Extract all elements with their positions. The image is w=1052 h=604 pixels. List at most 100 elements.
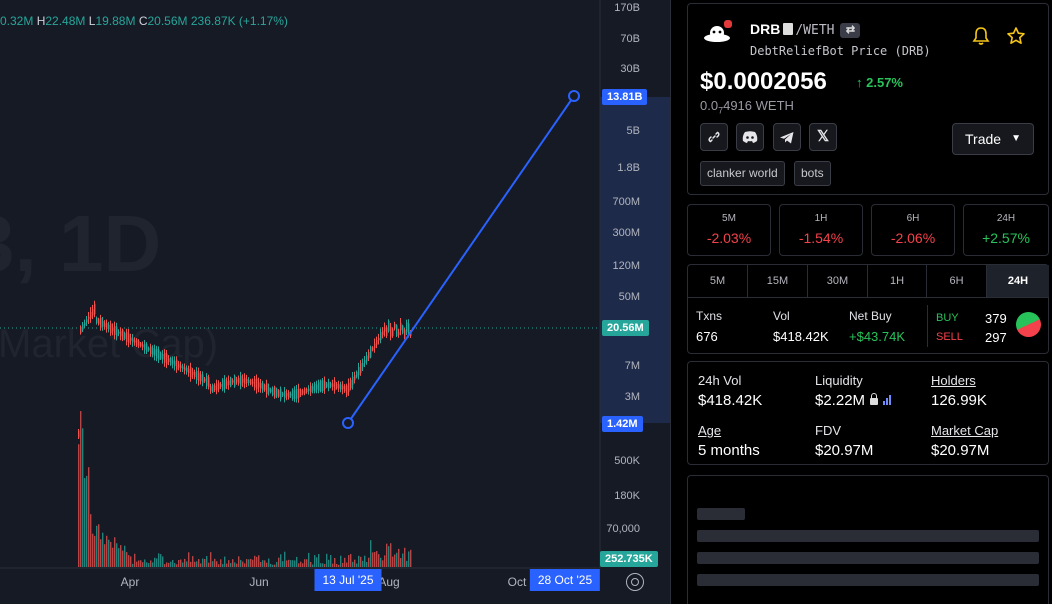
ohlc-change: 236.87K (+1.17%)	[190, 14, 288, 28]
sell-label: SELL	[936, 331, 963, 343]
candle-body	[232, 380, 234, 383]
tab-24h[interactable]: 24H	[987, 265, 1049, 298]
bell-icon[interactable]	[971, 26, 991, 46]
token-info-card: DRB/WETH ⇄ DebtReliefBot Price (DRB) $0.0…	[687, 3, 1049, 195]
volume-bar	[354, 559, 356, 567]
candle-body	[148, 347, 150, 351]
candle-body	[256, 378, 258, 390]
tab-15m[interactable]: 15M	[748, 265, 808, 298]
buy-value: 379	[985, 311, 1007, 326]
candle-body	[134, 340, 136, 343]
discord-icon[interactable]	[736, 123, 764, 151]
tab-6h[interactable]: 6H	[927, 265, 987, 298]
candle-body	[402, 325, 404, 334]
tag-chip[interactable]: clanker world	[700, 161, 785, 186]
volume-bar	[188, 552, 190, 567]
candle-body	[320, 380, 322, 392]
volume-bar	[352, 561, 354, 567]
candle-body	[78, 430, 80, 438]
candle-body	[222, 379, 224, 390]
volume-bar	[208, 562, 210, 567]
candle-body	[340, 384, 342, 390]
link-icon[interactable]	[700, 123, 728, 151]
candle-body	[112, 327, 114, 332]
swap-icon[interactable]: ⇄	[840, 23, 861, 38]
candle-body	[184, 367, 186, 371]
candle-body	[214, 385, 216, 391]
telegram-icon[interactable]	[773, 123, 801, 151]
candle-body	[94, 303, 96, 315]
volume-bar	[140, 560, 142, 567]
candle-body	[330, 383, 332, 387]
volume-bar	[212, 561, 214, 567]
volume-bar	[158, 553, 160, 567]
tab-5m[interactable]: 5M	[688, 265, 748, 298]
volume-bar	[288, 559, 290, 567]
price-axis-label: 3M	[624, 391, 640, 403]
volume-bar	[294, 560, 296, 567]
volume-bar	[372, 552, 374, 567]
candle-body	[146, 344, 148, 352]
timeframe-change-5m[interactable]: 5M -2.03%	[687, 204, 771, 256]
volume-series	[78, 411, 412, 567]
timeframe-change-6h[interactable]: 6H -2.06%	[871, 204, 955, 256]
timeframe-change-1h[interactable]: 1H -1.54%	[779, 204, 863, 256]
candle-body	[176, 359, 178, 370]
candle-body	[264, 385, 266, 391]
trend-line-end-handle[interactable]	[568, 90, 580, 102]
volume-bar	[326, 553, 328, 567]
volume-bar	[202, 558, 204, 567]
price-chart[interactable]: 3, 1D Market Cap) 0.32M H22.48M L19.88M …	[0, 0, 671, 604]
volume-bar	[160, 554, 162, 567]
volume-bar	[360, 556, 362, 567]
price-axis-label: 500K	[614, 455, 640, 467]
candle-body	[400, 322, 402, 331]
star-icon[interactable]	[1006, 26, 1026, 46]
token-pair: DRB/WETH ⇄	[750, 21, 861, 38]
volume-bar	[78, 444, 80, 567]
volume-bar	[338, 564, 340, 567]
chart-canvas[interactable]	[0, 0, 671, 604]
chart-settings-icon[interactable]	[626, 573, 644, 591]
candle-body	[354, 375, 356, 381]
liquidity-value: $2.22M	[815, 392, 892, 409]
candle-body	[96, 318, 98, 324]
tab-30m[interactable]: 30M	[808, 265, 868, 298]
candle-body	[374, 343, 376, 348]
candle-body	[344, 385, 346, 392]
trend-line-start-handle[interactable]	[342, 417, 354, 429]
age-value: 5 months	[698, 442, 760, 459]
volume-bar	[308, 552, 310, 567]
candle-body	[294, 389, 296, 399]
trade-button[interactable]: Trade ▼	[952, 123, 1034, 155]
vol24-value: $418.42K	[698, 392, 763, 409]
volume-bar	[386, 543, 388, 567]
volume-bar	[154, 557, 156, 567]
txns-label: Txns	[696, 309, 723, 323]
candle-body	[142, 344, 144, 348]
volume-bar	[184, 558, 186, 567]
volume-bar	[332, 563, 334, 567]
candle-body	[298, 388, 300, 398]
tag-chip[interactable]: bots	[794, 161, 831, 186]
volume-bar	[132, 563, 134, 567]
candle-body	[380, 331, 382, 341]
holders-link[interactable]: Holders	[931, 373, 976, 388]
x-icon[interactable]: 𝕏	[809, 123, 837, 151]
volume-bar	[246, 559, 248, 567]
age-link[interactable]: Age	[698, 423, 722, 438]
netbuy-label: Net Buy	[849, 309, 892, 323]
volume-bar	[334, 557, 336, 567]
ohlc-close: 20.56M	[147, 14, 188, 28]
ohlc-high: 22.48M	[45, 14, 86, 28]
market-cap-link[interactable]: Market Cap	[931, 423, 999, 438]
candle-body	[242, 378, 244, 383]
volume-bar	[340, 555, 342, 567]
volume-bar	[398, 548, 400, 567]
copy-icon[interactable]	[783, 23, 794, 35]
tab-1h[interactable]: 1H	[868, 265, 927, 298]
candle-body	[218, 383, 220, 390]
sell-value: 297	[985, 330, 1007, 345]
token-quote: /WETH	[795, 23, 835, 38]
timeframe-change-24h[interactable]: 24H +2.57%	[963, 204, 1049, 256]
